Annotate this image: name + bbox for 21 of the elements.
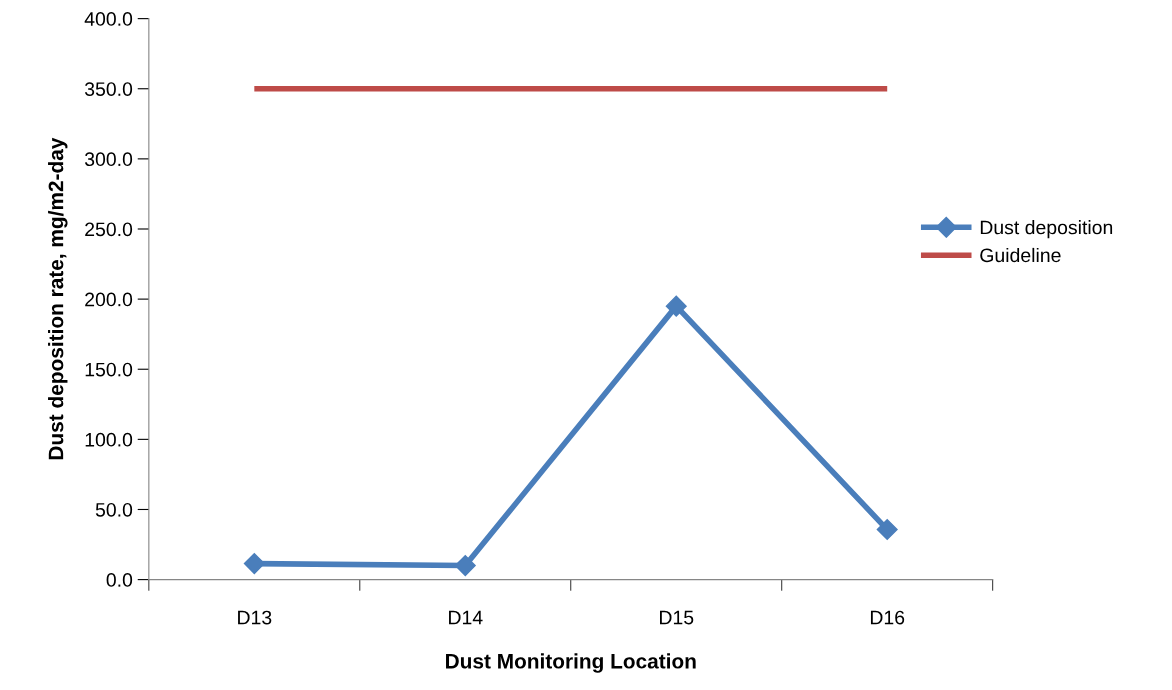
point <box>454 555 476 577</box>
x-tick-label: D16 <box>870 610 905 625</box>
point <box>243 553 265 575</box>
y-tick-label: 200.0 <box>85 292 133 307</box>
y-tick-label: 50.0 <box>95 502 133 517</box>
x-axis-title: Dust Monitoring Location <box>446 653 696 673</box>
y-tick-label: 400.0 <box>84 12 133 26</box>
point <box>665 295 687 317</box>
x-tick-label: D14 <box>449 610 483 625</box>
y-tick-label: 300.0 <box>84 152 133 167</box>
legend-label: Guideline <box>980 247 1061 263</box>
x-tick-label: D13 <box>238 610 272 625</box>
y-tick-label: 250.0 <box>85 222 133 237</box>
y-tick-label: 0.0 <box>106 573 133 587</box>
legend-label: Dust deposition <box>980 220 1113 239</box>
point <box>876 519 898 541</box>
y-tick-label: 350.0 <box>84 82 133 96</box>
x-tick-label: D15 <box>660 610 694 625</box>
y-tick-label: 150.0 <box>85 362 133 377</box>
y-tick-label: 100.0 <box>85 432 133 447</box>
y-axis-title: Dust deposition rate, mg/m2-day <box>48 137 68 460</box>
